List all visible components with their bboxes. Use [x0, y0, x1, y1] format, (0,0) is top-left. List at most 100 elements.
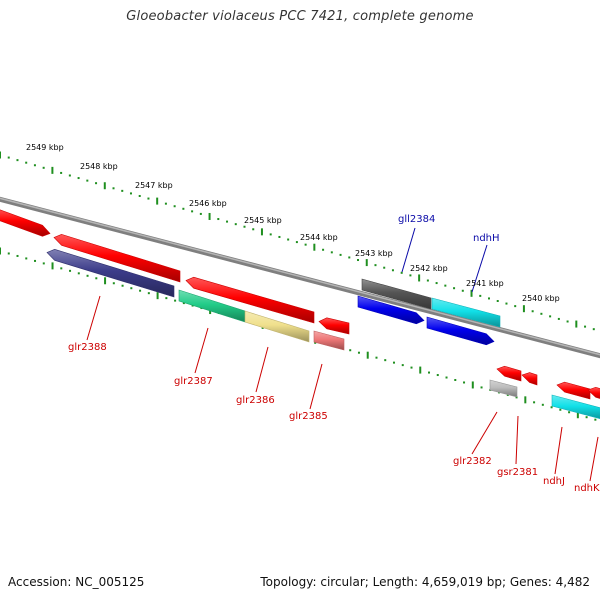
lower-scale-minor-tick	[174, 299, 177, 302]
lower-scale-minor-tick	[480, 386, 483, 389]
upper-scale-minor-tick	[391, 269, 394, 272]
gene-arrow-unlabeled	[53, 234, 181, 283]
gene-label-gll2384: gll2384	[398, 214, 435, 225]
backbone-highlight	[0, 197, 600, 356]
gene-label-glr2387: glr2387	[174, 376, 213, 387]
backbone-line	[0, 196, 600, 359]
upper-scale-minor-tick	[549, 315, 552, 318]
lower-scale-minor-tick	[392, 361, 395, 364]
leader-line-glr2387	[194, 327, 209, 374]
gene-arrow-glr2382	[489, 379, 518, 398]
upper-scale-minor-tick	[252, 228, 255, 231]
upper-scale-minor-tick	[444, 284, 447, 287]
gene-arrow-ndhJ	[551, 394, 600, 419]
gene-label-ndhH: ndhH	[473, 233, 500, 244]
upper-scale-minor-tick	[304, 243, 307, 246]
scale-label: 2549 kbp	[26, 143, 64, 152]
gene-label-glr2382: glr2382	[453, 456, 492, 467]
lower-scale-minor-tick	[147, 292, 150, 295]
upper-scale-minor-tick	[505, 302, 508, 305]
map-labels: 2549 kbp 2548 kbp 2547 kbp 2546 kbp 2545 kbp…	[26, 143, 600, 494]
gene-arrow-glr2386	[244, 310, 310, 343]
upper-scale-minor-tick	[584, 325, 587, 328]
scale-ticks	[0, 151, 597, 421]
scale-label: 2548 kbp	[80, 162, 118, 171]
upper-scale-minor-tick	[269, 233, 272, 236]
upper-scale-minor-tick	[42, 166, 45, 169]
upper-scale-minor-tick	[164, 202, 167, 205]
upper-scale-minor-tick	[33, 164, 36, 167]
lower-scale-minor-tick	[436, 374, 439, 377]
upper-scale-minor-tick	[226, 220, 229, 223]
upper-scale-minor-tick	[453, 287, 456, 290]
scale-label: 2540 kbp	[522, 294, 560, 303]
upper-scale-minor-tick	[77, 177, 80, 180]
lower-scale-minor-tick	[182, 302, 185, 305]
upper-scale-minor-tick	[234, 223, 237, 226]
leader-line-gll2384	[401, 227, 416, 273]
lower-scale-minor-tick	[375, 356, 378, 359]
lower-scale-minor-tick	[121, 284, 124, 287]
leader-line-ndhH	[471, 244, 488, 293]
lower-scale-minor-tick	[86, 274, 89, 277]
gene-arrow-glr2385	[313, 330, 345, 351]
leader-line-glr2385	[309, 363, 323, 410]
upper-scale-minor-tick	[25, 161, 28, 164]
lower-scale-minor-tick	[428, 371, 431, 374]
lower-scale-minor-tick	[77, 272, 80, 275]
upper-scale-minor-tick	[147, 197, 150, 200]
upper-scale-minor-tick	[68, 174, 71, 177]
scale-label: 2541 kbp	[466, 279, 504, 288]
accession-text: Accession: NC_005125	[8, 575, 145, 589]
lower-scale-minor-tick	[16, 254, 19, 257]
leader-line-glr2386	[255, 346, 269, 393]
leader-line-ndhK	[589, 436, 599, 482]
upper-scale-minor-tick	[278, 235, 281, 238]
leader-line-ndhJ	[554, 426, 563, 475]
upper-scale-minor-tick	[287, 238, 290, 241]
upper-scale-minor-tick	[531, 310, 534, 313]
upper-scale-minor-tick	[383, 266, 386, 269]
lower-scale-minor-tick	[594, 418, 597, 421]
upper-scale-minor-tick	[357, 259, 360, 262]
gene-arrow-unlabeled	[556, 381, 591, 400]
upper-scale-minor-tick	[138, 194, 141, 197]
scale-label: 2543 kbp	[355, 249, 393, 258]
gene-arrow-unlabeled	[496, 365, 522, 382]
lower-scale-minor-tick	[463, 381, 466, 384]
lower-scale-minor-tick	[165, 297, 168, 300]
lower-scale-minor-tick	[34, 259, 37, 262]
upper-scale-minor-tick	[295, 241, 298, 244]
gene-arrow-unlabeled	[426, 316, 495, 346]
gene-label-gsr2381: gsr2381	[497, 467, 538, 478]
upper-scale-minor-tick	[479, 294, 482, 297]
lower-scale-minor-tick	[410, 366, 413, 369]
lower-scale-minor-tick	[445, 376, 448, 379]
upper-scale-minor-tick	[121, 189, 124, 192]
lower-scale-minor-tick	[69, 269, 72, 272]
gene-arrow-unlabeled	[357, 295, 425, 325]
lower-scale-minor-tick	[25, 257, 28, 260]
gene-label-ndhK: ndhK	[574, 483, 600, 494]
label-leader-lines	[86, 227, 599, 482]
upper-scale-minor-tick	[400, 271, 403, 274]
feature-arrows	[0, 209, 600, 419]
lower-scale-minor-tick	[130, 287, 133, 290]
lower-scale-minor-tick	[541, 403, 544, 406]
upper-scale-minor-tick	[129, 192, 132, 195]
leader-line-glr2388	[86, 295, 101, 341]
upper-scale-minor-tick	[182, 207, 185, 210]
upper-scale-minor-tick	[339, 253, 342, 256]
upper-scale-minor-tick	[461, 289, 464, 292]
topology-text: Topology: circular; Length: 4,659,019 bp…	[260, 575, 590, 589]
gene-label-ndhJ: ndhJ	[543, 476, 565, 487]
gene-arrow-ndhK	[587, 386, 600, 399]
upper-scale-minor-tick	[191, 210, 194, 213]
lower-scale-minor-tick	[95, 277, 98, 280]
page-title: Gloeobacter violaceus PCC 7421, complete…	[126, 9, 474, 24]
lower-scale-minor-tick	[559, 408, 562, 411]
upper-scale-minor-tick	[514, 305, 517, 308]
upper-scale-minor-tick	[374, 264, 377, 267]
lower-scale-minor-tick	[7, 252, 10, 255]
upper-scale-minor-tick	[173, 205, 176, 208]
